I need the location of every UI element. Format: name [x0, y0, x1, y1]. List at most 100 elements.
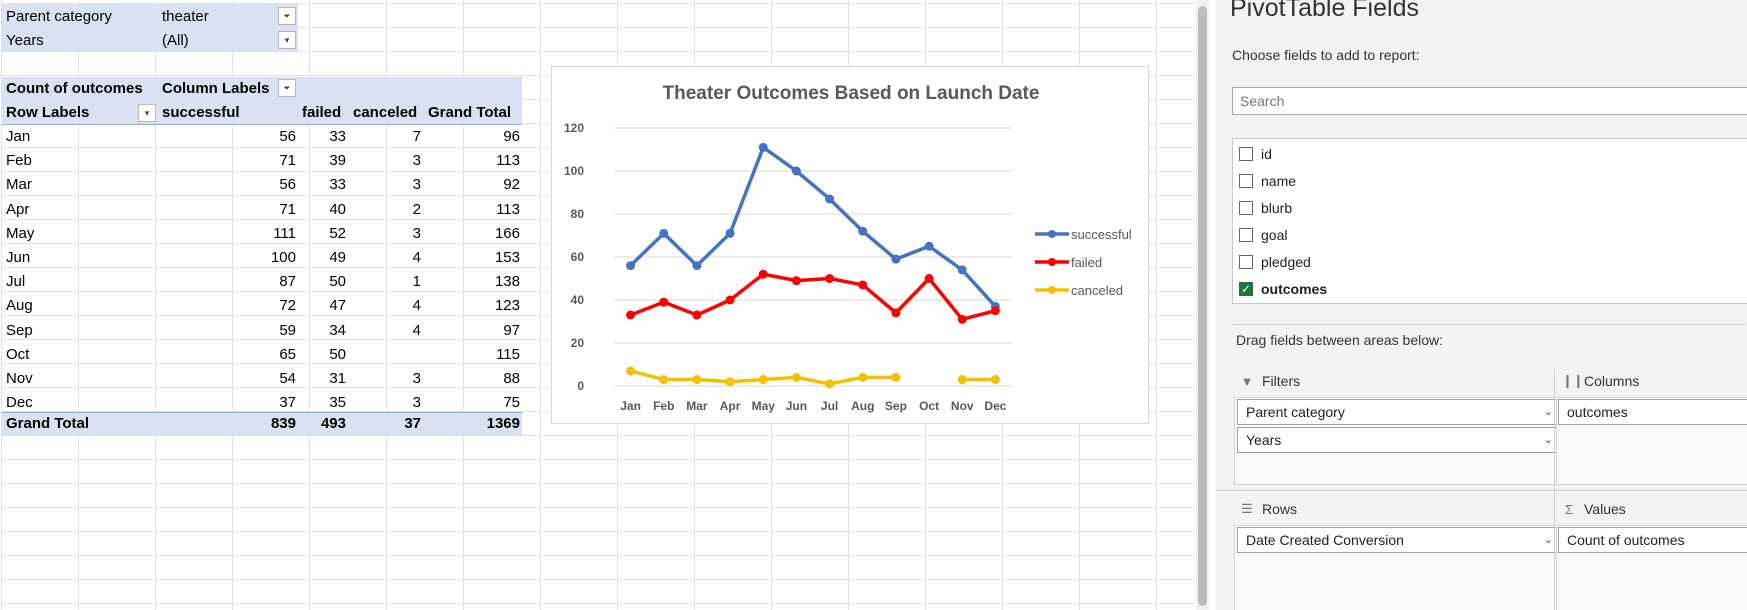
y-tick-label: 120 [564, 121, 584, 135]
y-tick-label: 80 [571, 207, 585, 221]
filter-label-parent-category: Parent category [6, 8, 112, 25]
chevron-down-icon: ⌄ [1543, 434, 1553, 446]
data-point-successful [825, 194, 835, 204]
pivot-cell-successful: 37 [279, 394, 296, 412]
choose-fields-label: Choose fields to add to report: [1232, 47, 1420, 63]
rows-icon: ☰ [1241, 501, 1253, 516]
pivot-cell-failed: 33 [329, 176, 346, 194]
field-item-goal[interactable]: goal [1239, 224, 1287, 246]
data-point-canceled [758, 375, 768, 385]
field-item-name[interactable]: name [1239, 170, 1296, 192]
data-point-successful [758, 142, 768, 152]
data-point-canceled [659, 375, 669, 385]
pivot-cell-canceled: 4 [412, 297, 421, 315]
values-pill-count-of-outcomes[interactable]: Count of outcomes [1558, 527, 1747, 553]
pivot-cell-canceled: 3 [412, 176, 421, 194]
pivot-cell-month: Jul [6, 273, 26, 291]
pivot-header-failed: failed [302, 104, 342, 121]
rows-area-label: Rows [1262, 501, 1298, 517]
drag-fields-label: Drag fields between areas below: [1236, 332, 1444, 348]
field-item-blurb[interactable]: blurb [1239, 197, 1292, 219]
data-point-failed [858, 280, 868, 290]
pane-title: PivotTable Fields [1230, 0, 1419, 22]
scrollbar-thumb[interactable] [1198, 6, 1207, 606]
pivot-cell-canceled: 2 [412, 200, 421, 218]
rows-pill-date-created[interactable]: Date Created Conversion ⌄ [1237, 527, 1562, 553]
pivot-cell-successful: 59 [279, 321, 296, 339]
field-item-pledged[interactable]: pledged [1239, 251, 1311, 273]
data-point-canceled [891, 372, 901, 382]
filter-dropdown-years[interactable]: ▾ [278, 31, 296, 49]
filters-pill-years[interactable]: Years ⌄ [1237, 427, 1562, 453]
series-line-failed [629, 272, 996, 322]
pivot-cell-total: 75 [503, 394, 520, 412]
filters-area-label: Filters [1262, 373, 1301, 389]
grand-total-failed: 493 [320, 415, 346, 432]
y-tick-label: 60 [571, 250, 585, 264]
field-item-id[interactable]: id [1239, 143, 1272, 165]
row-labels-dropdown[interactable]: ▾ [138, 104, 156, 122]
pivot-cell-total: 113 [496, 200, 520, 218]
data-point-canceled [791, 372, 801, 382]
pivot-cell-successful: 87 [279, 273, 296, 291]
field-label: blurb [1261, 200, 1293, 216]
data-point-successful [858, 226, 868, 236]
field-label: id [1261, 146, 1272, 162]
pivot-cell-month: Sep [6, 321, 33, 339]
data-point-canceled [626, 366, 636, 376]
rows-area-header: ☰ Rows [1240, 501, 1297, 517]
pivot-column-labels: Column Labels [162, 80, 270, 97]
pivot-row-labels: Row Labels [6, 104, 90, 121]
filters-area-header: ▼ Filters [1240, 373, 1301, 389]
field-item-outcomes[interactable]: ✓ outcomes [1239, 278, 1327, 300]
field-search-input[interactable] [1232, 87, 1747, 115]
pivot-cell-canceled: 3 [412, 370, 421, 387]
data-point-failed [957, 314, 967, 324]
x-tick-label: Jul [821, 399, 838, 413]
filter-value-parent-category: theater [162, 8, 209, 25]
data-point-canceled [858, 372, 868, 382]
field-checkbox[interactable]: ✓ [1239, 282, 1253, 296]
x-tick-label: Mar [686, 399, 708, 413]
filter-dropdown-parent-category[interactable]: ⏷ [278, 7, 296, 25]
pivot-cell-failed: 39 [329, 152, 346, 170]
pivot-cell-successful: 72 [279, 297, 296, 315]
pivot-cell-month: Feb [6, 152, 32, 170]
columns-pill-outcomes[interactable]: outcomes [1558, 399, 1747, 425]
data-point-successful [957, 265, 967, 275]
pivot-cell-failed: 33 [329, 128, 346, 145]
filter-funnel-icon: ▼ [1240, 373, 1254, 389]
chevron-down-icon: ⌄ [1543, 534, 1553, 546]
field-checkbox[interactable] [1239, 228, 1253, 242]
chart-svg: Theater Outcomes Based on Launch Date 0 20… [564, 83, 1132, 413]
x-tick-label: Apr [720, 399, 741, 413]
pivot-value-label: Count of outcomes [6, 80, 143, 97]
filters-pill-parent-category[interactable]: Parent category ⌄ [1237, 399, 1562, 425]
chevron-down-icon: ▾ [284, 34, 290, 45]
field-checkbox[interactable] [1239, 174, 1253, 188]
pivot-cell-month: Apr [6, 200, 30, 218]
x-tick-label: Dec [984, 399, 1006, 413]
data-point-failed [891, 308, 901, 318]
data-point-failed [758, 269, 768, 279]
field-checkbox[interactable] [1239, 201, 1253, 215]
filter-funnel-icon: ⏷ [283, 10, 291, 21]
column-labels-dropdown[interactable]: ⏷ [278, 79, 296, 97]
line-chart[interactable]: Theater Outcomes Based on Launch Date 0 20… [551, 66, 1149, 424]
sigma-icon: Σ [1564, 501, 1574, 517]
pivot-cell-total: 115 [496, 345, 520, 363]
y-tick-label: 40 [571, 293, 585, 307]
filter-funnel-icon: ⏷ [283, 82, 291, 93]
values-area-header: Σ Values [1562, 501, 1626, 517]
x-tick-label: Nov [951, 399, 974, 413]
data-point-failed [725, 295, 735, 305]
data-point-canceled [692, 375, 702, 385]
field-checkbox[interactable] [1239, 147, 1253, 161]
vertical-scrollbar[interactable] [1196, 0, 1209, 610]
pivot-cell-successful: 111 [273, 224, 296, 242]
data-point-failed [659, 297, 669, 307]
data-point-successful [924, 241, 934, 251]
field-checkbox[interactable] [1239, 255, 1253, 269]
pivot-cell-month: Mar [6, 176, 32, 194]
worksheet-grid[interactable]: Parent category theater ⏷ Years (All) ▾ … [0, 0, 1195, 610]
